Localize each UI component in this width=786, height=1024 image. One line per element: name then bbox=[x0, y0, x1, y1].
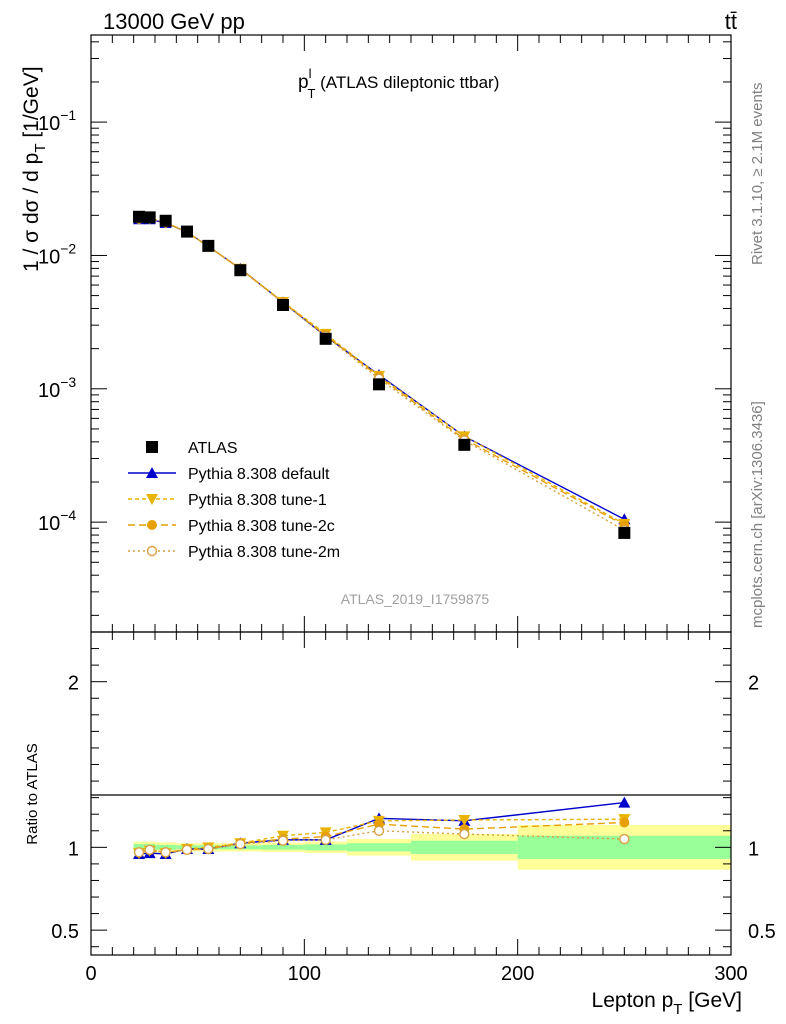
legend-label-3: Pythia 8.308 tune-2m bbox=[188, 544, 340, 561]
ratio-series-3-point bbox=[160, 847, 171, 858]
ratio-series-3-point bbox=[144, 844, 155, 856]
ratio-stat-uncertainty-band bbox=[517, 835, 731, 859]
y-axis-label-unit: [1/GeV] bbox=[20, 66, 43, 143]
ratio-series-3-point bbox=[619, 833, 630, 845]
main-y-tick-label: 10−4 bbox=[38, 507, 76, 535]
ratio-y-tick-label-left: 1 bbox=[68, 838, 79, 860]
rivet-label: Rivet 3.1.10, ≥ 2.1M events bbox=[749, 83, 766, 266]
atlas-data-point bbox=[159, 214, 172, 227]
chart-title-superscript: l bbox=[309, 66, 312, 81]
ratio-bands bbox=[133, 824, 731, 870]
ratio-series-3-point bbox=[459, 828, 470, 840]
main-data-points bbox=[133, 210, 631, 539]
legend-label-0: Pythia 8.308 default bbox=[188, 466, 330, 483]
y-axis-label-sub: T bbox=[32, 144, 49, 153]
atlas-data-point bbox=[373, 378, 385, 391]
mcplots-label: mcplots.cern.ch [arXiv:1306.3436] bbox=[749, 401, 766, 628]
main-y-tick-label: 10−3 bbox=[38, 374, 76, 402]
atlas-data-point bbox=[319, 332, 332, 345]
main-ticks bbox=[90, 35, 732, 632]
main-y-tick-label-base: 10 bbox=[38, 380, 60, 402]
atlas-data-point bbox=[143, 211, 156, 224]
atlas-data-point bbox=[277, 298, 289, 311]
ratio-series-line-3 bbox=[138, 830, 625, 854]
atlas-data-point bbox=[202, 239, 215, 252]
main-y-tick-label-base: 10 bbox=[38, 513, 60, 535]
legend-label-atlas: ATLAS bbox=[188, 440, 238, 457]
ratio-series-3-point bbox=[277, 835, 289, 846]
energy-label: 13000 GeV pp bbox=[103, 9, 245, 34]
main-panel: 10−110−210−310−4 pl T (ATLAS dileptonic t… bbox=[20, 34, 732, 633]
ratio-series-0-point bbox=[618, 796, 631, 808]
atlas-data-point bbox=[458, 438, 471, 451]
legend-marker-1 bbox=[146, 494, 158, 505]
ratio-series-3-point bbox=[320, 834, 331, 846]
process-label: tt̄ bbox=[725, 9, 737, 34]
ratio-x-tick-label: 100 bbox=[288, 963, 321, 985]
ratio-stat-uncertainty-band bbox=[261, 845, 305, 850]
main-y-tick-label-exp: −2 bbox=[60, 240, 76, 256]
ratio-stat-uncertainty-band bbox=[411, 840, 518, 854]
ratio-stat-uncertainty-band bbox=[304, 844, 347, 851]
main-y-tick-label: 10−1 bbox=[38, 107, 76, 135]
ratio-series-line-1 bbox=[138, 818, 625, 854]
ratio-y-tick-label-right: 0.5 bbox=[748, 921, 776, 943]
legend-marker-atlas bbox=[146, 441, 158, 453]
ratio-series-3-point bbox=[133, 847, 145, 858]
main-y-tick-label-exp: −4 bbox=[60, 507, 76, 523]
y-axis-label: 1 / σ dσ / d pT [1/GeV] bbox=[20, 66, 49, 272]
main-series bbox=[133, 213, 631, 536]
chart-title-main: p bbox=[298, 72, 309, 93]
x-axis-label: Lepton pT [GeV] bbox=[592, 989, 742, 1018]
ratio-y-axis-label: Ratio to ATLAS bbox=[24, 743, 41, 844]
ratio-series bbox=[133, 796, 631, 860]
chart-title-rest: (ATLAS dileptonic ttbar) bbox=[315, 73, 499, 92]
legend: ATLAS Pythia 8.308 default Pythia 8.308 tu… bbox=[128, 440, 340, 561]
ratio-y-tick-label-right: 1 bbox=[748, 838, 759, 860]
ratio-series-3-point bbox=[235, 838, 246, 850]
main-y-tick-label: 10−2 bbox=[38, 240, 76, 268]
legend-marker-2 bbox=[147, 520, 157, 530]
atlas-data-point bbox=[234, 264, 247, 277]
chart-title: pl T (ATLAS dileptonic ttbar) bbox=[298, 66, 499, 101]
ratio-series-3-point bbox=[373, 825, 385, 836]
legend-marker-0 bbox=[146, 467, 158, 478]
main-y-tick-label-base: 10 bbox=[38, 113, 60, 135]
ratio-y-tick-label-right: 2 bbox=[748, 673, 759, 695]
chart-title-subscript: T bbox=[307, 86, 315, 101]
analysis-id: ATLAS_2019_I1759875 bbox=[341, 591, 490, 607]
main-y-tick-label-exp: −1 bbox=[60, 107, 76, 123]
main-y-tick-label-base: 10 bbox=[38, 246, 60, 268]
ratio-y-tick-label-left: 0.5 bbox=[51, 921, 79, 943]
main-panel-frame bbox=[90, 34, 732, 633]
x-axis-label-unit: [GeV] bbox=[682, 989, 742, 1012]
legend-label-2: Pythia 8.308 tune-2c bbox=[188, 518, 335, 535]
ratio-series-3-point bbox=[203, 843, 214, 855]
ratio-tick-labels: 0.5 0.5 1 1 2 2 0 100 200 300 bbox=[51, 673, 776, 985]
ratio-panel: 0.5 0.5 1 1 2 2 0 100 200 300 Ratio to ATLAS Lept… bbox=[24, 631, 776, 1018]
main-y-tick-labels: 10−110−210−310−4 bbox=[38, 107, 76, 535]
ratio-x-tick-label: 200 bbox=[501, 963, 534, 985]
ratio-panel-frame bbox=[90, 631, 732, 956]
y-axis-label-main: 1 / σ dσ / d p bbox=[20, 153, 43, 272]
ratio-stat-uncertainty-band bbox=[347, 843, 411, 852]
atlas-data-point bbox=[133, 210, 145, 223]
x-axis-label-sub: T bbox=[673, 1001, 682, 1018]
x-axis-label-main: Lepton p bbox=[592, 989, 674, 1012]
legend-label-1: Pythia 8.308 tune-1 bbox=[188, 492, 327, 509]
ratio-series-2-point bbox=[619, 817, 630, 828]
ratio-series-1-point bbox=[458, 815, 471, 827]
atlas-data-point bbox=[181, 225, 193, 238]
legend-marker-3 bbox=[146, 545, 158, 557]
atlas-data-point bbox=[618, 526, 631, 539]
ratio-y-tick-label-left: 2 bbox=[68, 673, 79, 695]
ratio-x-tick-label: 0 bbox=[85, 963, 96, 985]
main-y-tick-label-exp: −3 bbox=[60, 374, 76, 390]
ratio-x-tick-label: 300 bbox=[714, 963, 747, 985]
ratio-series-3-point bbox=[181, 844, 193, 856]
ratio-ticks bbox=[90, 631, 732, 955]
